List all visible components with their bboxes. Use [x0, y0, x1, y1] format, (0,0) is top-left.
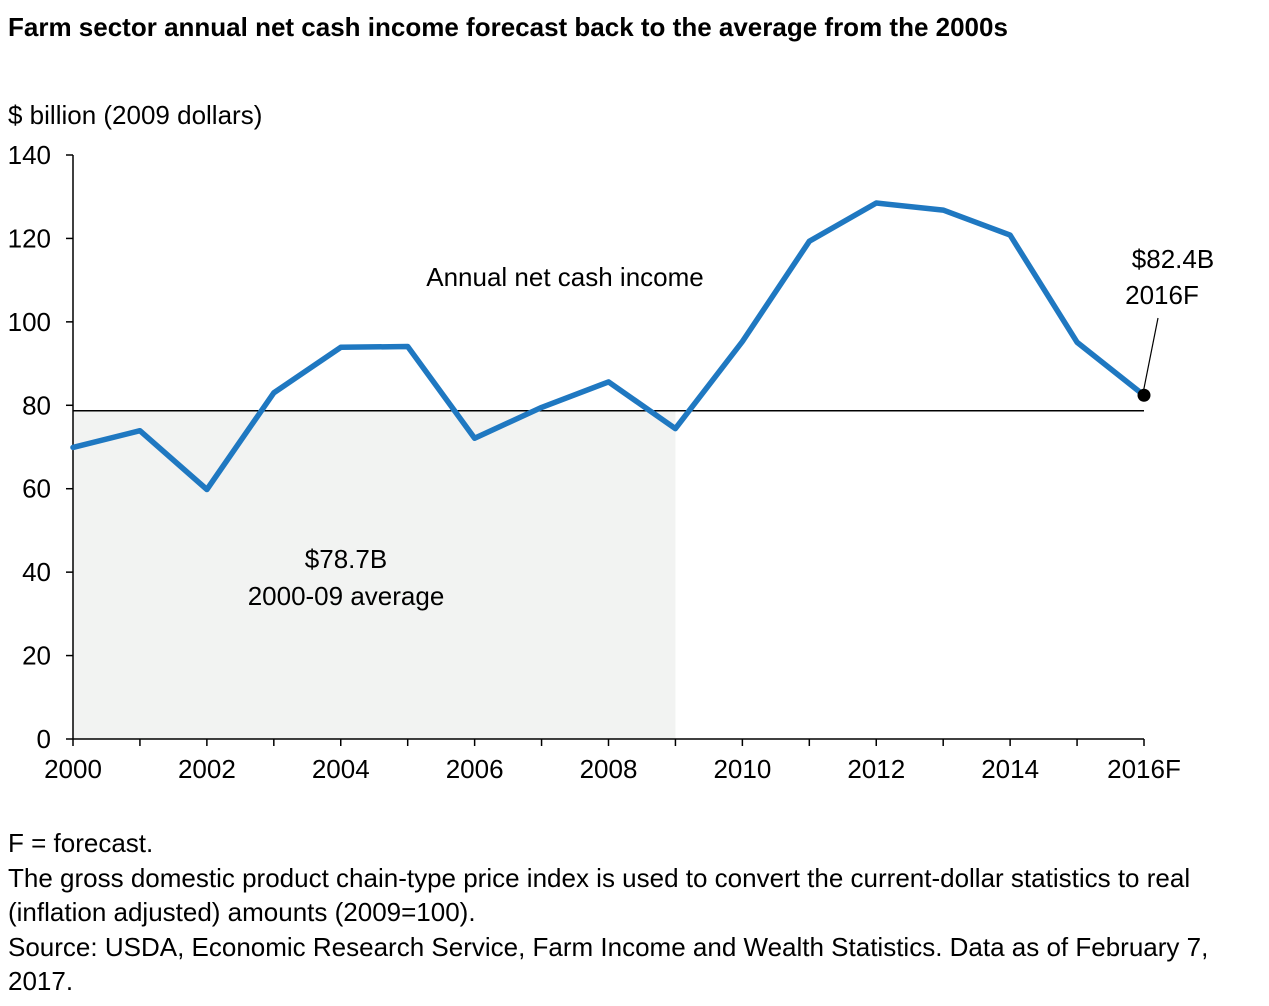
x-tick-label: 2002 [178, 754, 236, 784]
average-description-label: 2000-09 average [248, 581, 445, 611]
y-tick-label: 40 [22, 557, 51, 587]
footnote-source: Source: USDA, Economic Research Service,… [8, 931, 1209, 997]
y-tick-label: 60 [22, 474, 51, 504]
y-tick-label: 20 [22, 641, 51, 671]
annotations: $ billion (2009 dollars) Annual net cash… [8, 100, 1214, 611]
footnotes: F = forecast. The gross domestic product… [8, 826, 1263, 999]
x-tick-label: 2014 [981, 754, 1039, 784]
average-period-shading [73, 410, 676, 739]
endpoint-marker [1137, 388, 1151, 402]
x-tick-label: 2016F [1107, 754, 1181, 784]
x-tick-label: 2004 [312, 754, 370, 784]
x-tick-label: 2000 [44, 754, 102, 784]
y-tick-label: 100 [8, 307, 51, 337]
series-annotation: Annual net cash income [426, 262, 704, 292]
x-tick-label: 2006 [446, 754, 504, 784]
axes: 0 20 40 60 80 100 120 140 2000 2002 2004 2006 2008 20… [8, 140, 1181, 784]
average-value-label: $78.7B [305, 544, 387, 574]
line-chart: 0 20 40 60 80 100 120 140 2000 2002 2004 2006 2008 20… [8, 100, 1215, 784]
footnote-forecast: F = forecast. [8, 828, 154, 858]
average-period-shading-layer [73, 410, 676, 739]
x-tick-label: 2012 [847, 754, 905, 784]
y-tick-label: 0 [37, 724, 51, 754]
y-tick-label: 120 [8, 223, 51, 253]
endpoint-leader-line [1142, 317, 1159, 394]
x-tick-label: 2008 [580, 754, 638, 784]
y-tick-label: 140 [8, 140, 51, 170]
endpoint-value-label: $82.4B [1132, 244, 1214, 274]
footnote-price-index: The gross domestic product chain-type pr… [8, 862, 1191, 928]
endpoint-year-label: 2016F [1125, 280, 1199, 310]
x-tick-label: 2010 [713, 754, 771, 784]
y-axis-label: $ billion (2009 dollars) [8, 100, 262, 130]
chart-title: Farm sector annual net cash income forec… [8, 12, 1008, 42]
y-tick-label: 80 [22, 390, 51, 420]
